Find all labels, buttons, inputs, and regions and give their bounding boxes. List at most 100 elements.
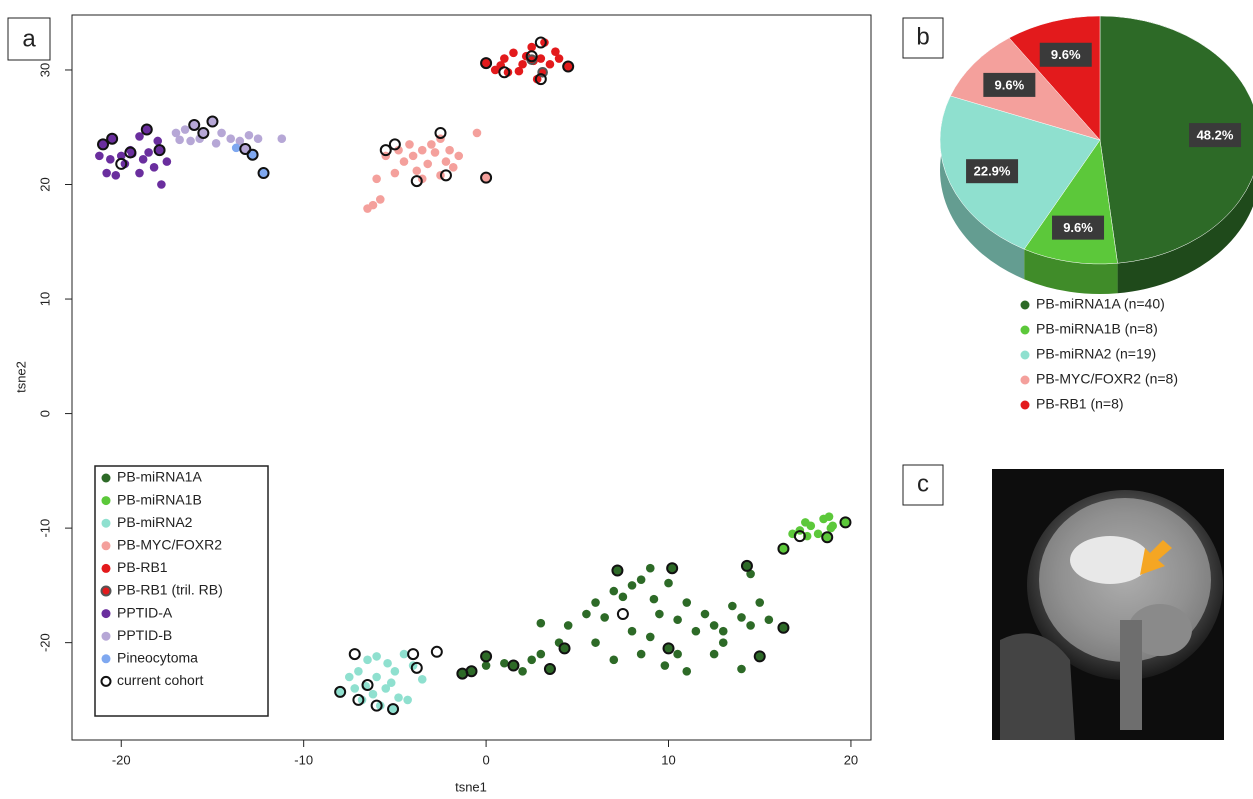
cohort-marker <box>246 148 259 161</box>
panel-label: a <box>22 25 36 52</box>
legend-label: PB-MYC/FOXR2 (n=8) <box>1036 371 1178 387</box>
legend-label: current cohort <box>117 672 203 688</box>
legend-label: PB-miRNA1A (n=40) <box>1036 296 1165 312</box>
legend-marker <box>101 541 111 551</box>
legend-marker <box>1020 350 1030 360</box>
cohort-marker <box>753 650 766 663</box>
pie-side <box>1024 249 1118 295</box>
point <box>540 38 549 47</box>
cohort-marker <box>662 642 675 655</box>
point <box>390 168 400 178</box>
legend-label: PB-MYC/FOXR2 <box>117 537 222 553</box>
point <box>175 135 184 145</box>
point <box>582 609 591 619</box>
point <box>645 632 655 642</box>
point <box>383 658 392 668</box>
mri-face <box>1000 633 1075 740</box>
legend-marker <box>100 675 112 687</box>
point <box>357 695 367 705</box>
point <box>403 695 412 705</box>
point <box>627 626 637 636</box>
point <box>253 134 263 143</box>
cohort-marker <box>97 138 110 151</box>
cohort-marker <box>525 50 538 63</box>
point <box>386 678 396 688</box>
point <box>186 136 195 146</box>
point <box>536 54 546 63</box>
point <box>481 58 491 68</box>
panel-label: b <box>916 23 929 50</box>
point <box>627 581 637 590</box>
point <box>503 67 513 77</box>
cohort-marker <box>480 57 493 70</box>
legend-label: PB-RB1 (tril. RB) <box>117 582 223 598</box>
point <box>509 48 518 58</box>
x-tick-label: -20 <box>112 752 131 767</box>
point <box>591 598 600 607</box>
point <box>467 666 476 676</box>
point <box>335 687 345 697</box>
y-tick-label: 10 <box>37 292 52 306</box>
point <box>682 666 692 676</box>
y-tick-label: 30 <box>37 63 52 77</box>
point <box>417 145 427 155</box>
point <box>779 544 788 554</box>
point <box>718 638 728 647</box>
plot-frame <box>71 14 872 741</box>
point <box>448 163 458 172</box>
cohort-marker <box>777 621 790 634</box>
point <box>645 563 655 573</box>
series <box>458 561 788 678</box>
cohort-marker <box>507 659 520 672</box>
legend-box <box>94 465 269 717</box>
point <box>518 59 527 69</box>
legend-marker <box>101 496 111 506</box>
point <box>375 701 385 710</box>
cohort-marker <box>543 662 556 675</box>
point <box>655 609 664 619</box>
value-label-box <box>1189 123 1242 148</box>
point <box>500 658 509 668</box>
cohort-marker <box>257 167 270 180</box>
point <box>142 125 152 134</box>
point <box>667 563 677 573</box>
point <box>509 661 518 670</box>
y-axis-title: tsne2 <box>13 361 28 393</box>
point <box>591 638 600 647</box>
cohort-marker <box>197 126 210 139</box>
cohort-marker <box>407 648 420 661</box>
cohort-marker <box>777 542 790 555</box>
point <box>636 575 646 584</box>
point <box>779 623 788 633</box>
series <box>779 512 850 554</box>
point <box>518 666 527 676</box>
point <box>372 672 381 682</box>
point <box>527 42 536 52</box>
point <box>95 151 104 161</box>
point <box>412 166 422 176</box>
cohort-marker <box>611 564 624 577</box>
legend-marker <box>100 585 112 597</box>
point <box>445 145 454 155</box>
cohort-marker <box>480 650 493 663</box>
point <box>545 664 555 674</box>
point <box>841 518 850 527</box>
point <box>417 674 427 684</box>
mri-ventricle <box>1070 536 1150 584</box>
point <box>514 66 524 76</box>
mri-cerebellum <box>1128 604 1192 656</box>
legend-marker <box>101 563 111 573</box>
panel-box <box>902 464 944 506</box>
cohort-marker <box>740 559 753 572</box>
point <box>240 144 250 154</box>
point <box>344 672 354 682</box>
cohort-marker <box>388 138 401 151</box>
point <box>532 74 542 84</box>
series <box>171 117 287 154</box>
point <box>691 626 701 636</box>
cohort-marker <box>480 171 493 184</box>
series <box>363 128 491 213</box>
point <box>248 150 257 160</box>
panel-box <box>7 17 51 61</box>
